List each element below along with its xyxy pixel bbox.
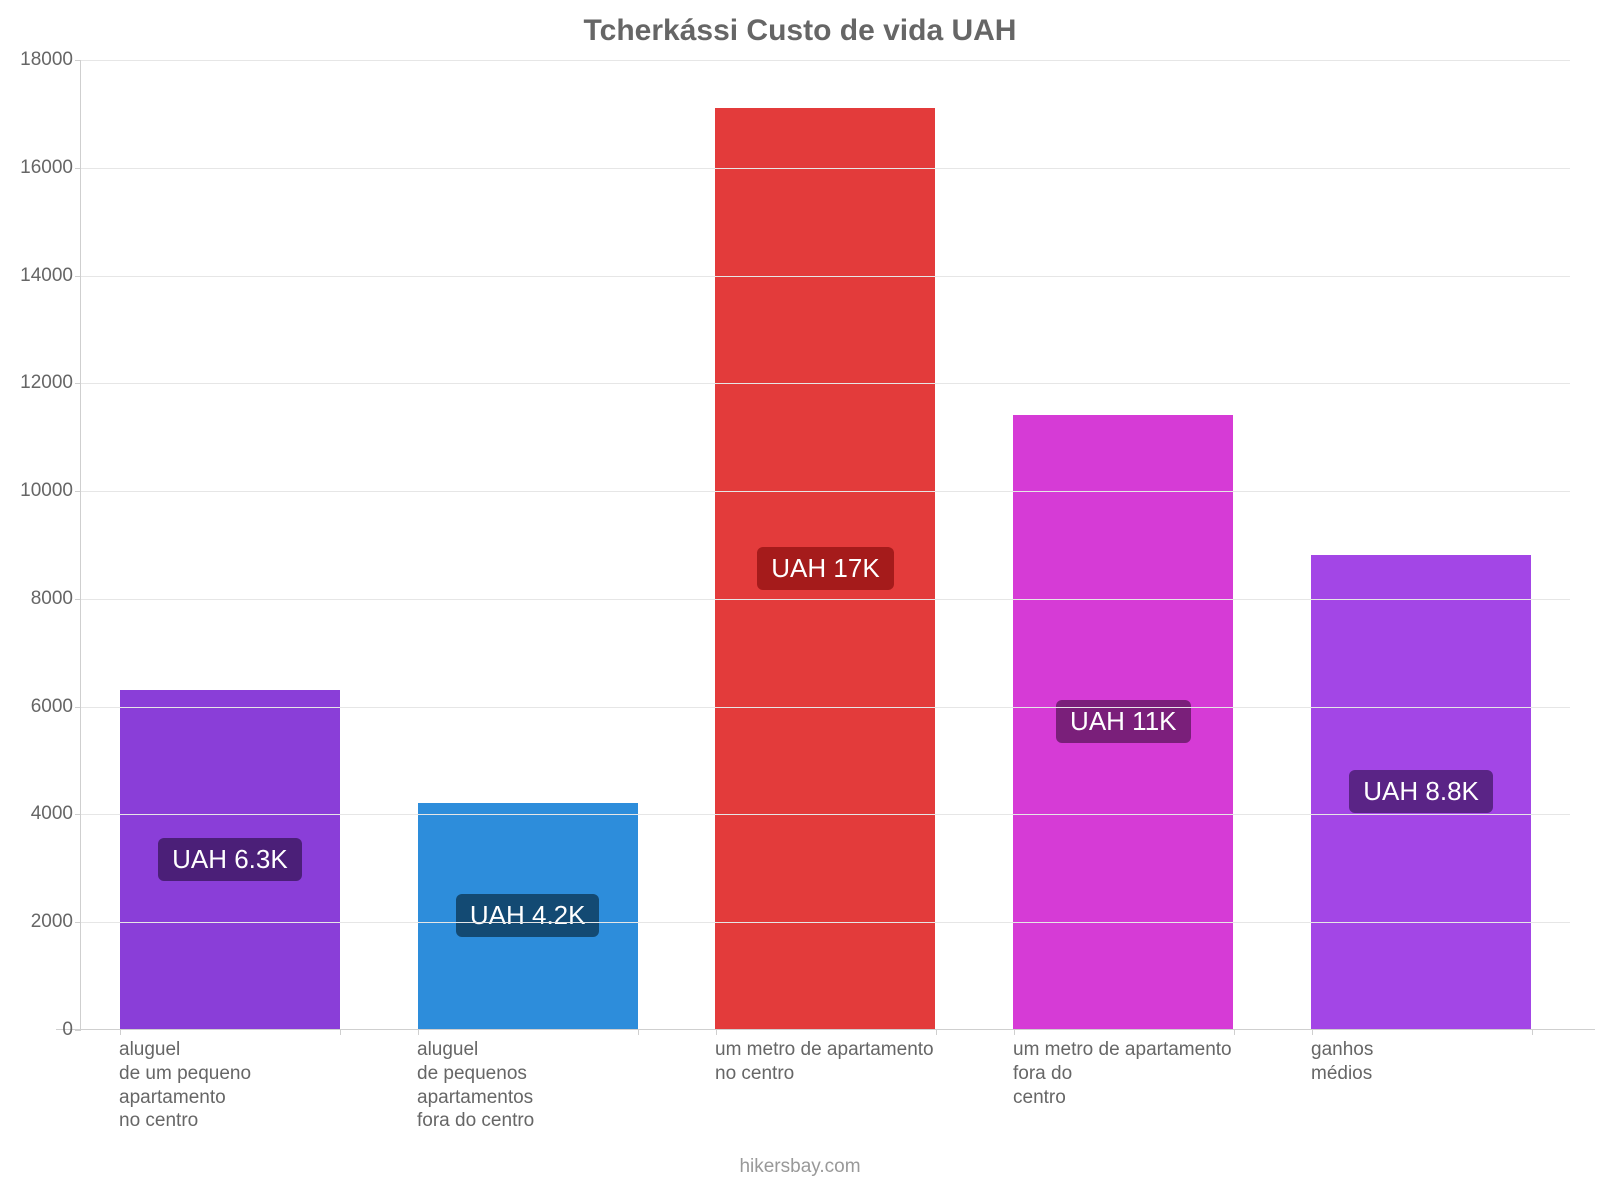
x-axis-label: aluguel de pequenos apartamentos fora do…: [417, 1038, 534, 1133]
gridline: [81, 814, 1570, 815]
y-tick-mark: [75, 707, 81, 708]
y-tick-mark: [75, 276, 81, 277]
x-tick-mark: [716, 1029, 717, 1035]
x-tick-mark: [340, 1029, 341, 1035]
y-tick-mark: [75, 60, 81, 61]
x-tick-mark: [1532, 1029, 1533, 1035]
y-tick-label: 6000: [31, 696, 73, 718]
y-tick-label: 10000: [20, 480, 73, 502]
bar-slot: UAH 17K: [715, 60, 935, 1029]
y-tick-mark: [75, 383, 81, 384]
chart-container: Tcherkássi Custo de vida UAH UAH 6.3KUAH…: [0, 0, 1600, 1200]
x-axis-label: um metro de apartamento no centro: [715, 1038, 934, 1086]
axis-overhang-right: [1570, 1029, 1595, 1030]
bar-value-label: UAH 6.3K: [158, 838, 302, 881]
y-tick-label: 18000: [20, 49, 73, 71]
y-tick-mark: [75, 1030, 81, 1031]
x-tick-mark: [1014, 1029, 1015, 1035]
y-tick-label: 14000: [20, 265, 73, 287]
chart-title: Tcherkássi Custo de vida UAH: [0, 14, 1600, 48]
x-axis-label: um metro de apartamento fora do centro: [1013, 1038, 1232, 1109]
x-tick-mark: [120, 1029, 121, 1035]
gridline: [81, 922, 1570, 923]
gridline: [81, 599, 1570, 600]
y-tick-mark: [75, 491, 81, 492]
bar-value-label: UAH 17K: [757, 547, 893, 590]
bar: UAH 8.8K: [1311, 555, 1531, 1029]
y-tick-label: 8000: [31, 588, 73, 610]
gridline: [81, 707, 1570, 708]
bar-value-label: UAH 4.2K: [456, 894, 600, 937]
bar-slot: UAH 11K: [1013, 60, 1233, 1029]
y-tick-label: 2000: [31, 911, 73, 933]
bar: UAH 11K: [1013, 415, 1233, 1029]
gridline: [81, 60, 1570, 61]
bar: UAH 4.2K: [418, 803, 638, 1029]
y-tick-mark: [75, 814, 81, 815]
x-tick-mark: [638, 1029, 639, 1035]
gridline: [81, 168, 1570, 169]
y-tick-label: 0: [62, 1019, 73, 1041]
x-tick-mark: [1234, 1029, 1235, 1035]
gridline: [81, 491, 1570, 492]
bar-value-label: UAH 8.8K: [1349, 770, 1493, 813]
bar-slot: UAH 8.8K: [1311, 60, 1531, 1029]
y-tick-mark: [75, 599, 81, 600]
x-tick-mark: [418, 1029, 419, 1035]
bar: UAH 17K: [715, 108, 935, 1030]
y-tick-label: 16000: [20, 157, 73, 179]
bar-slot: UAH 4.2K: [418, 60, 638, 1029]
bar: UAH 6.3K: [120, 690, 340, 1030]
x-tick-mark: [936, 1029, 937, 1035]
y-tick-mark: [75, 922, 81, 923]
bar-slot: UAH 6.3K: [120, 60, 340, 1029]
bars-row: UAH 6.3K UAH 4.2K UAH 17K UAH 11K UAH 8.8K: [81, 60, 1570, 1029]
gridline: [81, 383, 1570, 384]
gridline: [81, 276, 1570, 277]
x-tick-mark: [1312, 1029, 1313, 1035]
x-axis-label: aluguel de um pequeno apartamento no cen…: [119, 1038, 251, 1133]
y-tick-label: 12000: [20, 372, 73, 394]
y-tick-mark: [75, 168, 81, 169]
y-tick-label: 4000: [31, 803, 73, 825]
x-axis-label: ganhos médios: [1311, 1038, 1373, 1086]
plot-area: UAH 6.3KUAH 4.2KUAH 17KUAH 11KUAH 8.8K 0…: [80, 60, 1570, 1030]
chart-footer: hikersbay.com: [0, 1156, 1600, 1178]
